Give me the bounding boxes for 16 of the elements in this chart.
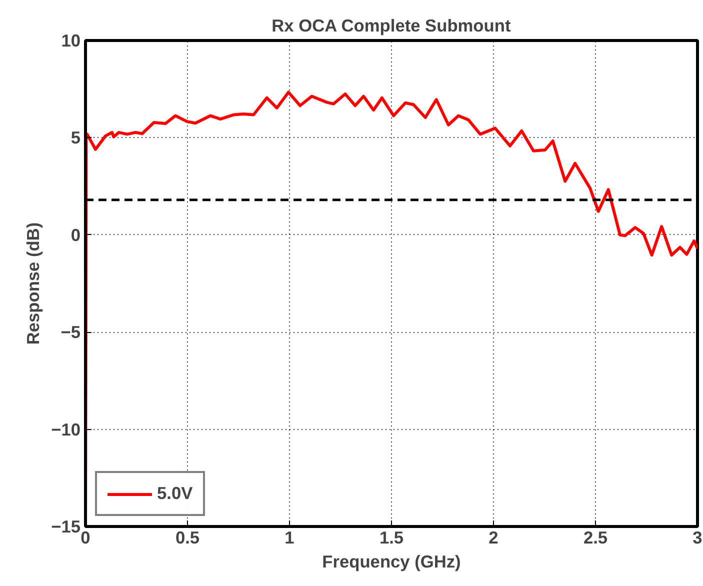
y-tick-label: −5	[60, 322, 81, 342]
legend-label: 5.0V	[157, 483, 193, 504]
y-tick-label: 5	[70, 128, 81, 148]
y-axis-title: Response (dB)	[23, 222, 44, 345]
x-tick-label: 1	[284, 528, 295, 548]
x-tick-label: 2	[488, 528, 498, 548]
x-tick-label: 0.5	[175, 528, 200, 548]
x-tick-label: 3	[692, 528, 703, 548]
x-tick-label: 1.5	[379, 528, 404, 548]
y-tick-label: 0	[70, 224, 81, 245]
x-tick-label: 2.5	[583, 528, 608, 548]
chart-title: Rx OCA Complete Submount	[272, 16, 511, 36]
y-tick-label: −10	[51, 419, 81, 440]
x-axis-title: Frequency (GHz)	[322, 552, 461, 572]
y-tick-label: 10	[61, 30, 81, 50]
y-tick-label: −15	[51, 516, 81, 536]
